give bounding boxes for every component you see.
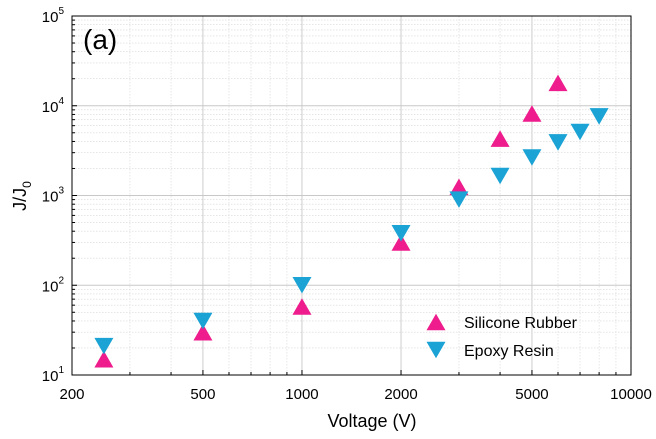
data-point bbox=[391, 234, 411, 251]
y-tick-exponent: 5 bbox=[58, 6, 64, 17]
y-tick-exponent: 3 bbox=[58, 186, 64, 197]
data-point bbox=[589, 108, 609, 125]
data-point bbox=[193, 323, 213, 341]
y-tick-label: 103 bbox=[42, 186, 65, 206]
y-tick-label: 101 bbox=[42, 365, 65, 385]
plot-frame bbox=[71, 15, 632, 376]
x-axis-title: Voltage (V) bbox=[327, 411, 416, 431]
data-point bbox=[292, 298, 312, 315]
data-point bbox=[449, 191, 469, 208]
y-tick-exponent: 1 bbox=[58, 365, 64, 376]
legend-marker bbox=[426, 341, 446, 359]
x-tick-label: 1000 bbox=[285, 386, 318, 403]
panel-label: (a) bbox=[83, 24, 117, 55]
data-point bbox=[391, 224, 411, 242]
x-tick-label: 10000 bbox=[610, 386, 652, 403]
data-point bbox=[490, 130, 510, 147]
y-axis-title-subscript: 0 bbox=[20, 181, 34, 188]
data-point bbox=[94, 337, 114, 355]
y-tick-base: 10 bbox=[42, 368, 59, 385]
data-series bbox=[94, 74, 609, 368]
legend: Silicone Rubber Epoxy Resin bbox=[426, 313, 578, 360]
x-tick-label: 200 bbox=[59, 386, 84, 403]
data-point bbox=[449, 178, 469, 196]
legend-marker bbox=[426, 313, 446, 331]
x-tick-label: 2000 bbox=[384, 386, 417, 403]
y-tick-exponent: 4 bbox=[58, 96, 64, 107]
data-point bbox=[522, 149, 542, 166]
y-axis-title: J/J0 bbox=[10, 181, 34, 211]
legend-label: Epoxy Resin bbox=[464, 343, 554, 360]
data-point bbox=[548, 134, 568, 151]
y-tick-label: 102 bbox=[42, 275, 65, 295]
x-tick-label: 5000 bbox=[515, 386, 548, 403]
series-silicone-rubber bbox=[94, 74, 568, 368]
y-tick-base: 10 bbox=[42, 189, 59, 206]
series-epoxy-resin bbox=[94, 108, 609, 355]
y-tick-label: 104 bbox=[42, 96, 65, 116]
data-point bbox=[522, 105, 542, 122]
data-point bbox=[94, 350, 114, 368]
y-tick-exponent: 2 bbox=[58, 275, 64, 286]
y-tick-base: 10 bbox=[42, 99, 59, 116]
y-tick-label: 105 bbox=[42, 6, 65, 26]
data-point bbox=[193, 312, 213, 330]
y-tick-base: 10 bbox=[42, 9, 59, 26]
legend-label: Silicone Rubber bbox=[464, 315, 578, 332]
data-point bbox=[490, 167, 510, 185]
y-axis-title-main: J/J bbox=[10, 188, 30, 211]
data-point bbox=[548, 74, 568, 92]
data-point bbox=[570, 123, 590, 141]
y-tick-base: 10 bbox=[42, 278, 59, 295]
data-point bbox=[292, 276, 312, 294]
x-tick-label: 500 bbox=[190, 386, 215, 403]
